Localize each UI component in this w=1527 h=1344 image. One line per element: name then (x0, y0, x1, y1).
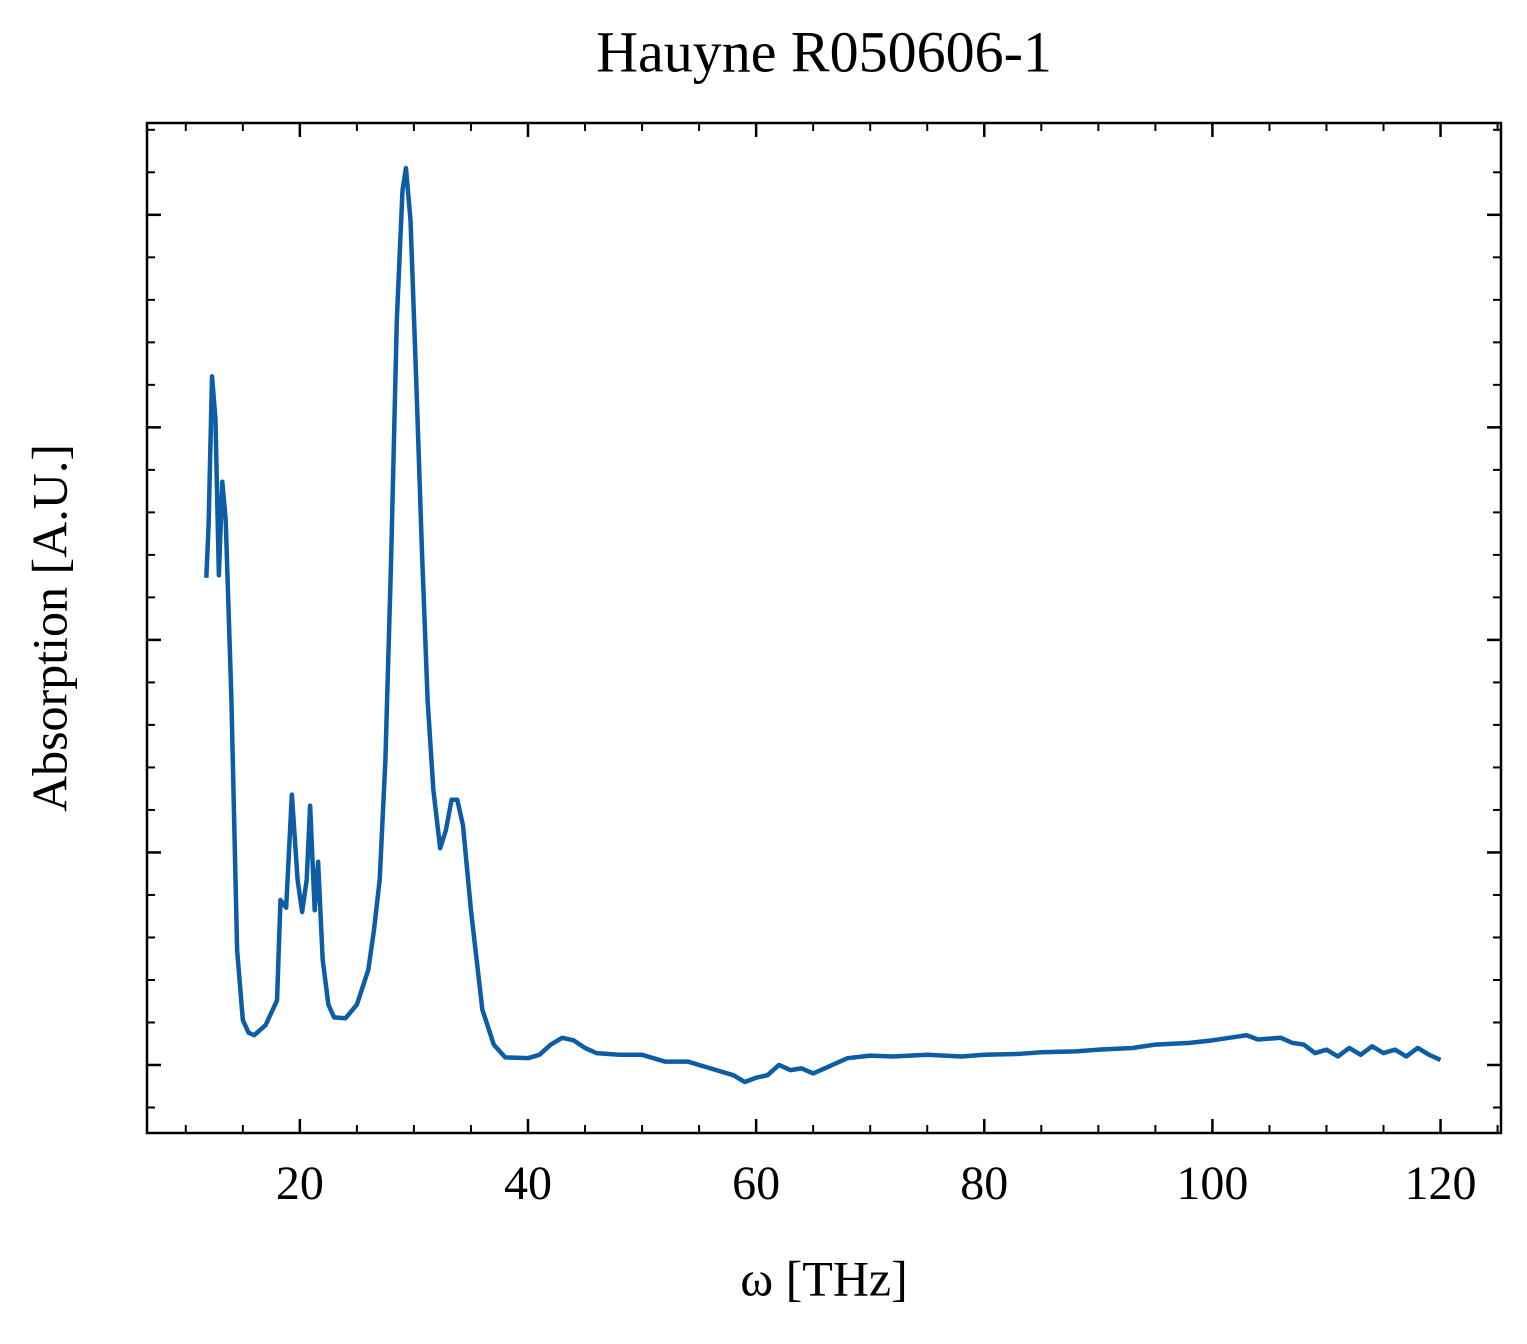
y-axis-label: Absorption [A.U.] (21, 444, 77, 812)
x-tick-label: 80 (960, 1157, 1008, 1210)
x-tick-label: 40 (504, 1157, 552, 1210)
plot-frame (145, 121, 1503, 1135)
x-tick-label: 60 (732, 1157, 780, 1210)
x-axis-label: ω [THz] (740, 1250, 908, 1306)
x-tick-label: 20 (276, 1157, 324, 1210)
chart-title: Hauyne R050606-1 (596, 19, 1052, 84)
x-tick-label: 100 (1176, 1157, 1248, 1210)
data-line (204, 165, 1442, 1085)
x-tick-label: 120 (1405, 1157, 1477, 1210)
